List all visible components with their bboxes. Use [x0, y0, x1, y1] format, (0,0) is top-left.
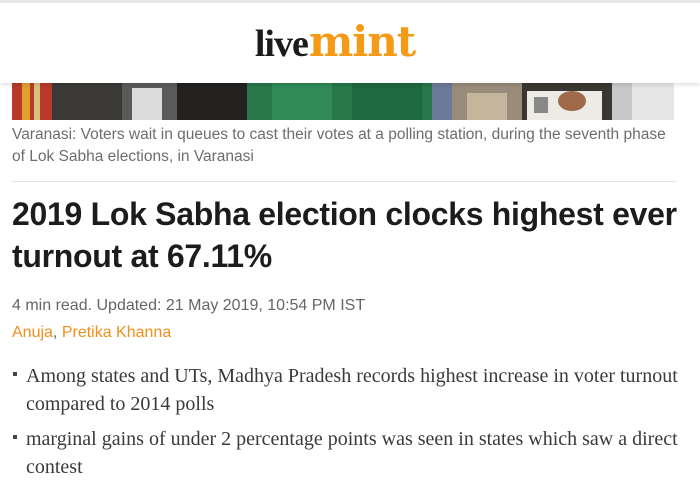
- author-separator: ,: [52, 324, 62, 341]
- summary-item: marginal gains of under 2 percentage poi…: [12, 425, 692, 481]
- photo-caption: Varanasi: Voters wait in queues to cast …: [12, 126, 666, 165]
- bullet-icon: [13, 435, 17, 439]
- article-headline: 2019 Lok Sabha election clocks highest e…: [12, 196, 677, 274]
- article-photo: [12, 83, 674, 120]
- site-header: live mint: [0, 3, 700, 83]
- author-link-pretika-khanna[interactable]: Pretika Khanna: [61, 324, 172, 341]
- author-link-anuja[interactable]: Anuja: [12, 324, 53, 341]
- logo-live-text: live: [254, 22, 309, 65]
- photo-crowd-image: [12, 83, 674, 120]
- bullet-icon: [13, 372, 17, 376]
- article-authors: Anuja, Pretika Khanna: [12, 322, 171, 344]
- article-meta: 4 min read. Updated: 21 May 2019, 10:54 …: [12, 295, 365, 317]
- read-time: 4 min read: [12, 297, 88, 314]
- updated-timestamp: . Updated: 21 May 2019, 10:54 PM IST: [87, 297, 366, 314]
- summary-item: Among states and UTs, Madhya Pradesh rec…: [12, 362, 692, 418]
- summary-text: Among states and UTs, Madhya Pradesh rec…: [26, 365, 678, 415]
- top-border: [0, 0, 700, 3]
- summary-text: marginal gains of under 2 percentage poi…: [26, 428, 678, 478]
- caption-divider: [12, 181, 676, 182]
- article-summary-list: Among states and UTs, Madhya Pradesh rec…: [12, 362, 692, 488]
- logo-mint-text: mint: [308, 16, 416, 66]
- livemint-logo[interactable]: live mint: [254, 16, 416, 66]
